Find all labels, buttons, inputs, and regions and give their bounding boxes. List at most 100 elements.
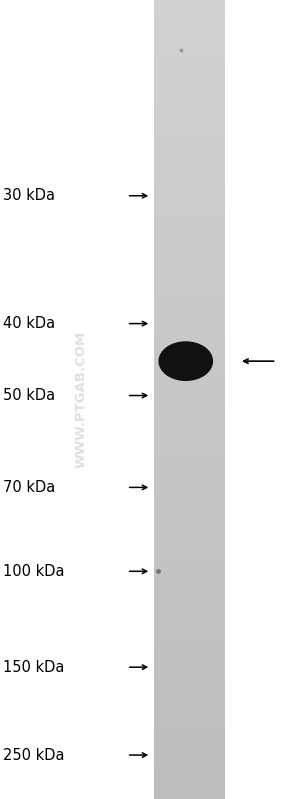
- Bar: [154, 186, 225, 193]
- Bar: [154, 439, 225, 446]
- Bar: [154, 499, 225, 506]
- Bar: [154, 86, 225, 93]
- Bar: [154, 180, 225, 186]
- Bar: [154, 419, 225, 426]
- Bar: [154, 220, 225, 226]
- Bar: [154, 14, 225, 20]
- Bar: [154, 166, 225, 173]
- Bar: [154, 54, 225, 60]
- Bar: [154, 765, 225, 773]
- Bar: [154, 573, 225, 579]
- Bar: [154, 306, 225, 313]
- Bar: [154, 553, 225, 559]
- Ellipse shape: [159, 342, 212, 380]
- Bar: [154, 340, 225, 346]
- Bar: [154, 466, 225, 473]
- Bar: [154, 153, 225, 160]
- Bar: [154, 513, 225, 519]
- Bar: [154, 413, 225, 419]
- Bar: [154, 706, 225, 713]
- Bar: [154, 246, 225, 253]
- Bar: [154, 0, 225, 6]
- Bar: [154, 673, 225, 679]
- Bar: [154, 446, 225, 453]
- Bar: [154, 459, 225, 466]
- Bar: [154, 206, 225, 213]
- Bar: [154, 539, 225, 546]
- Bar: [154, 280, 225, 286]
- Bar: [154, 140, 225, 146]
- Bar: [154, 639, 225, 646]
- Bar: [154, 666, 225, 673]
- Bar: [154, 40, 225, 46]
- Ellipse shape: [167, 348, 204, 375]
- Bar: [154, 653, 225, 659]
- Bar: [154, 493, 225, 499]
- Ellipse shape: [163, 345, 209, 377]
- Bar: [154, 526, 225, 533]
- Bar: [154, 226, 225, 233]
- Bar: [154, 74, 225, 80]
- Bar: [154, 60, 225, 66]
- Bar: [154, 273, 225, 280]
- Text: 70 kDa: 70 kDa: [3, 480, 55, 495]
- Bar: [154, 193, 225, 200]
- Text: 100 kDa: 100 kDa: [3, 564, 65, 578]
- Bar: [154, 693, 225, 699]
- Bar: [154, 266, 225, 273]
- Bar: [154, 759, 225, 765]
- Bar: [154, 779, 225, 785]
- Text: 30 kDa: 30 kDa: [3, 189, 55, 203]
- Bar: [154, 233, 225, 240]
- Text: 40 kDa: 40 kDa: [3, 316, 55, 331]
- Bar: [154, 66, 225, 74]
- Bar: [154, 745, 225, 753]
- Bar: [154, 313, 225, 320]
- Bar: [154, 626, 225, 633]
- Bar: [154, 333, 225, 340]
- Bar: [154, 93, 225, 100]
- Bar: [154, 559, 225, 566]
- Bar: [154, 253, 225, 260]
- Bar: [154, 106, 225, 113]
- Bar: [154, 146, 225, 153]
- Bar: [154, 479, 225, 486]
- Bar: [154, 519, 225, 526]
- Bar: [154, 699, 225, 706]
- Bar: [154, 586, 225, 593]
- Bar: [154, 473, 225, 479]
- Bar: [154, 120, 225, 126]
- Bar: [154, 173, 225, 180]
- Bar: [154, 286, 225, 293]
- Bar: [154, 80, 225, 86]
- Bar: [154, 126, 225, 133]
- Bar: [154, 773, 225, 779]
- Bar: [154, 633, 225, 639]
- Bar: [154, 599, 225, 606]
- Text: 50 kDa: 50 kDa: [3, 388, 55, 403]
- Bar: [154, 380, 225, 386]
- Bar: [154, 213, 225, 220]
- Bar: [154, 426, 225, 433]
- Bar: [154, 453, 225, 459]
- Bar: [154, 293, 225, 300]
- Bar: [154, 300, 225, 306]
- Bar: [154, 240, 225, 246]
- Bar: [154, 46, 225, 54]
- Bar: [154, 733, 225, 739]
- Text: WWW.PTGAB.COM: WWW.PTGAB.COM: [74, 331, 87, 468]
- Bar: [154, 506, 225, 513]
- Bar: [154, 793, 225, 799]
- Bar: [154, 739, 225, 745]
- Bar: [154, 386, 225, 393]
- Bar: [154, 34, 225, 40]
- Bar: [154, 393, 225, 400]
- Bar: [154, 725, 225, 733]
- Bar: [154, 400, 225, 406]
- Bar: [154, 100, 225, 106]
- Bar: [154, 366, 225, 373]
- Bar: [154, 133, 225, 140]
- Bar: [154, 160, 225, 166]
- Bar: [154, 679, 225, 686]
- Bar: [154, 613, 225, 619]
